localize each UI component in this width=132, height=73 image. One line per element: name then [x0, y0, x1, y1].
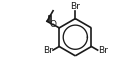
Text: Br: Br	[70, 2, 80, 11]
Text: Br: Br	[98, 46, 108, 55]
Text: O: O	[49, 20, 56, 29]
Text: Br: Br	[43, 46, 53, 55]
